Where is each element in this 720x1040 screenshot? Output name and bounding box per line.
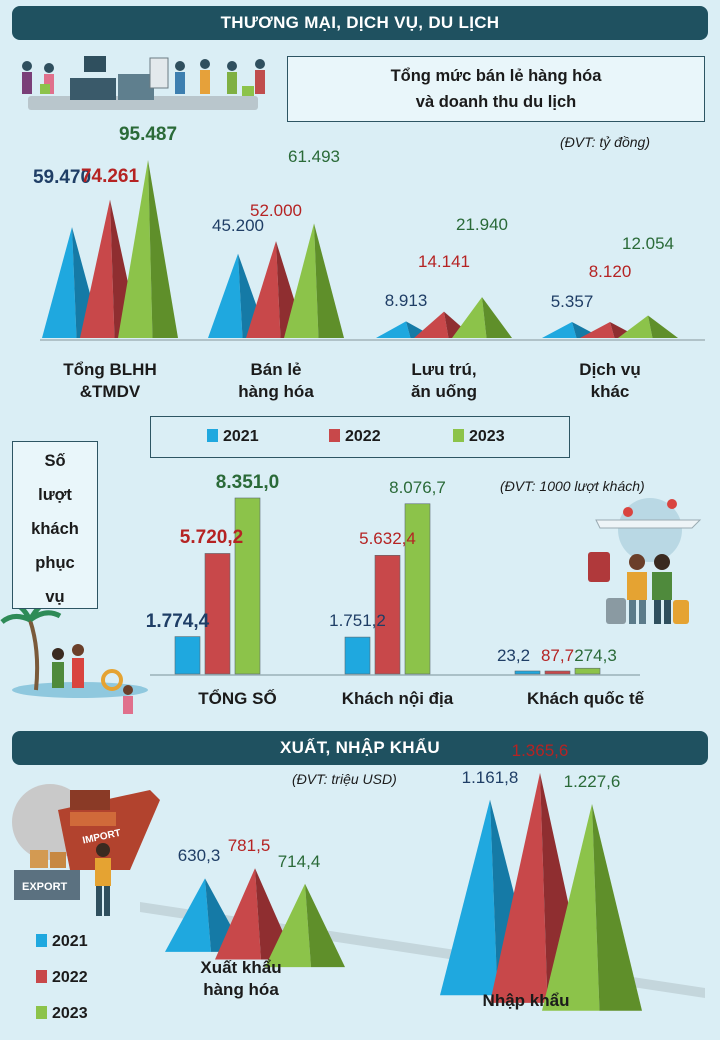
trade-value-label: 1.161,8 [461,767,519,787]
visitors-value-label: 8.351,0 [215,472,280,493]
legend-label-2021: 2021 [52,933,88,950]
visitors-value-label: 87,7 [540,646,575,665]
visitors-value-label: 1.751,2 [329,611,386,631]
retail-value-label: 74.261 [80,165,140,187]
retail-title-line2: và doanh thu du lịch [415,93,577,111]
retail-pyramid [284,223,344,338]
trade-value-label: 1.365,6 [511,740,569,760]
retail-value-label: 14.141 [418,251,470,271]
retail-value-label: 61.493 [288,147,340,167]
retail-value-label: 52.000 [250,201,302,221]
retail-value-label: 5.357 [550,292,594,311]
visitors-value-label: 23,2 [496,646,531,665]
legend-label-2022: 2022 [345,428,381,445]
legend-label-2022: 2022 [52,969,88,986]
retail-value-label: 59.470 [32,167,92,189]
trade-legend-2023: 2023 [36,1005,88,1023]
retail-value-label: 8.913 [384,291,428,311]
retail-title-line1: Tổng mức bán lẻ hàng hóa [390,67,602,85]
visitors-bar [514,670,541,675]
visitors-value-label: 8.076,7 [389,477,446,497]
retail-pyramid [376,321,436,338]
legend-2021: 2021 [207,428,259,446]
visitors-title-line: lượt [38,486,72,504]
retail-pyramid [618,315,678,338]
visitors-bar [204,553,231,675]
retail-category-label: Bán lẻ hàng hóa [238,360,314,401]
legend-swatch-2022 [329,429,340,442]
visitors-title-line: vụ [45,588,65,606]
trade-pyramid [542,804,642,1011]
retail-value-label: 21.940 [456,215,508,235]
export-badge: EXPORT [22,881,68,893]
retail-value-label: 95.487 [118,124,178,145]
trade-legend-2022: 2022 [36,969,88,987]
retail-value-label: 8.120 [588,262,632,281]
trade-value-label: 781,5 [227,836,271,856]
visitors-bar [344,636,371,675]
retail-title-box: Tổng mức bán lẻ hàng hóa và doanh thu du… [287,56,705,122]
visitors-unit: (ĐVT: 1000 lượt khách) [500,478,645,494]
visitors-bar [234,497,261,675]
beach-icon [0,597,148,714]
legend-label-2023: 2023 [52,1005,88,1022]
trade-pyramid [265,883,345,968]
visitors-category-label: TỔNG SỐ [198,689,277,708]
visitors-value-label: 274,3 [574,646,617,665]
legend-label-2021: 2021 [223,428,259,445]
legend-label-2023: 2023 [469,428,505,445]
retail-value-label: 12.054 [622,233,674,253]
legend-2022: 2022 [329,428,381,446]
visitors-value-label: 5.720,2 [179,527,244,549]
trade-legend-2021: 2021 [36,933,88,951]
retail-value-label: 45.200 [212,215,264,235]
export-import-icon: IMPORT EXPORT [12,784,160,916]
visitors-value-label: 5.632,4 [359,529,416,549]
trade-pyramid [215,868,295,960]
export-unit: (ĐVT: triệu USD) [292,771,397,787]
legend-swatch-2023 [36,1006,47,1019]
section-banner-trade: THƯƠNG MẠI, DỊCH VỤ, DU LỊCH [12,6,708,40]
legend-2023: 2023 [453,428,505,446]
retail-category-label: Tổng BLHH &TMDV [63,360,157,401]
shoppers-icon [22,56,265,110]
trade-value-label: 714,4 [277,851,321,871]
visitors-bar [374,554,401,675]
trade-value-label: 1.227,6 [563,772,621,792]
legend-box: 2021 2022 2023 [150,416,570,458]
visitors-title-line: Số [44,452,66,470]
trade-category-label: Xuất khẩu hàng hóa [200,958,282,999]
visitors-title-line: phục [35,554,75,572]
retail-category-label: Lưu trú, ăn uống [410,360,478,401]
visitors-bar [404,503,431,675]
legend-swatch-2023 [453,429,464,442]
retail-category-label: Dịch vụ khác [579,360,641,401]
retail-unit: (ĐVT: tỷ đồng) [560,134,650,150]
visitors-category-label: Khách quốc tế [526,689,645,708]
retail-pyramid [42,227,102,338]
visitors-value-label: 1.774,4 [145,610,210,632]
visitors-bar [574,667,601,675]
legend-swatch-2021 [36,934,47,947]
legend-swatch-2021 [207,429,218,442]
trade-category-label: Nhập khẩu [482,991,570,1010]
retail-pyramid [118,160,178,338]
visitors-bar [544,670,571,675]
legend-swatch-2022 [36,970,47,983]
travel-icon [588,498,702,624]
section-banner-export: XUẤT, NHẬP KHẨU [12,731,708,765]
visitors-category-label: Khách nội địa [341,689,454,708]
visitors-bar [174,636,201,675]
visitors-title-box: Số lượt khách phục vụ [12,441,98,609]
trade-value-label: 630,3 [177,846,221,866]
visitors-title-line: khách [31,520,79,538]
retail-pyramid [452,297,512,338]
